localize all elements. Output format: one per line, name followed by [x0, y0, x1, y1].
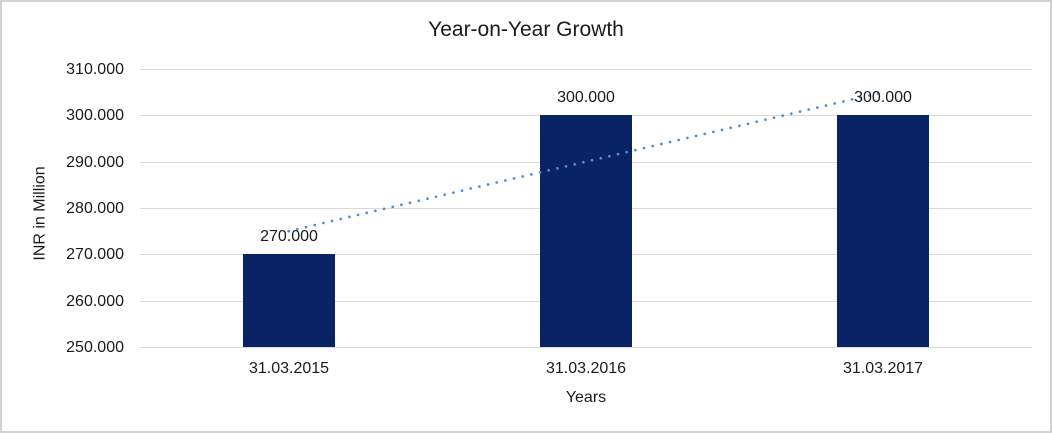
- x-axis-tick-label: 31.03.2017: [842, 360, 924, 377]
- y-axis-tick-label: 290.000: [66, 154, 124, 171]
- y-axis-tick-label: 300.000: [66, 107, 124, 124]
- gridline: [140, 347, 1032, 348]
- y-axis-tick-label: 310.000: [66, 61, 124, 78]
- x-axis-title: Years: [565, 389, 607, 406]
- bar-31.03.2015[interactable]: [243, 254, 335, 347]
- x-axis-tick-label: 31.03.2016: [545, 360, 627, 377]
- y-axis-tick-label: 270.000: [66, 246, 124, 263]
- data-label: 300.000: [854, 89, 912, 106]
- chart-title: Year-on-Year Growth: [428, 18, 624, 41]
- y-axis-tick-label: 250.000: [66, 339, 124, 356]
- x-axis-tick-label: 31.03.2015: [248, 360, 330, 377]
- y-axis-tick-label: 260.000: [66, 293, 124, 310]
- bar-31.03.2016[interactable]: [540, 115, 632, 347]
- data-label: 270.000: [260, 228, 318, 245]
- data-label: 300.000: [557, 89, 615, 106]
- bar-31.03.2017[interactable]: [837, 115, 929, 347]
- y-axis-tick-label: 280.000: [66, 200, 124, 217]
- gridline: [140, 69, 1032, 70]
